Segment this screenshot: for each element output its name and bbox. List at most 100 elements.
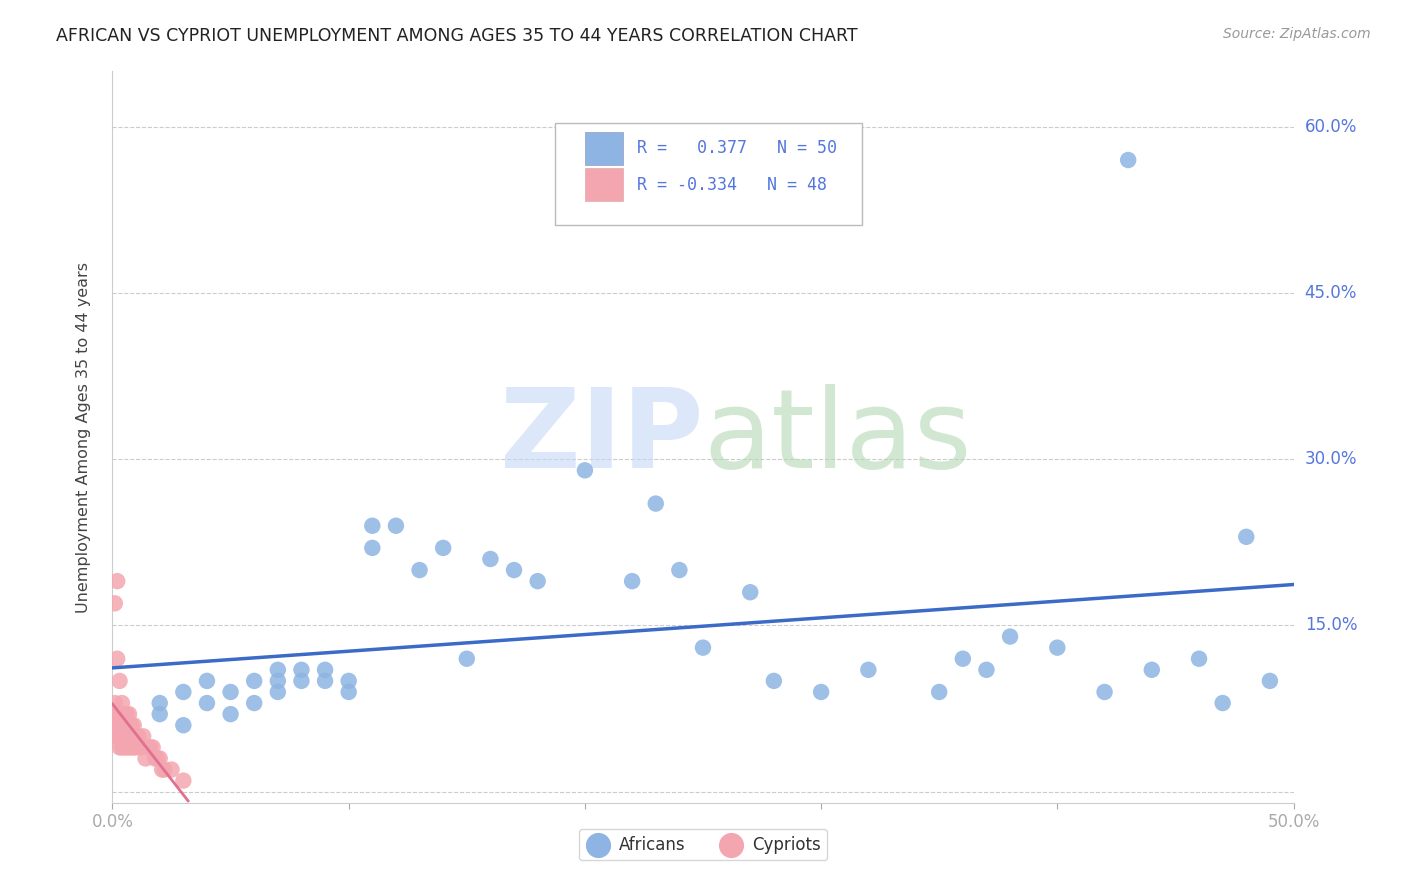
Point xyxy=(1258,673,1281,688)
Point xyxy=(111,729,134,743)
Point xyxy=(115,707,138,722)
Point xyxy=(105,651,128,665)
Text: AFRICAN VS CYPRIOT UNEMPLOYMENT AMONG AGES 35 TO 44 YEARS CORRELATION CHART: AFRICAN VS CYPRIOT UNEMPLOYMENT AMONG AG… xyxy=(56,27,858,45)
Point xyxy=(108,707,131,722)
Point xyxy=(105,574,128,589)
Point xyxy=(337,673,360,688)
Point xyxy=(112,718,135,732)
Point xyxy=(762,673,785,688)
Point xyxy=(172,718,194,732)
Point xyxy=(112,740,135,755)
Legend: Africans, Cypriots: Africans, Cypriots xyxy=(579,829,827,860)
Text: atlas: atlas xyxy=(703,384,972,491)
FancyBboxPatch shape xyxy=(585,169,623,202)
Point xyxy=(150,763,173,777)
Point xyxy=(1046,640,1069,655)
Point xyxy=(740,585,762,599)
Point xyxy=(101,718,124,732)
Text: 15.0%: 15.0% xyxy=(1305,616,1357,634)
Text: R =   0.377   N = 50: R = 0.377 N = 50 xyxy=(637,139,837,157)
Point xyxy=(111,696,134,710)
Point xyxy=(219,685,242,699)
Point xyxy=(976,663,998,677)
Point xyxy=(195,696,218,710)
Point xyxy=(621,574,644,589)
Point xyxy=(120,740,142,755)
Point xyxy=(118,707,141,722)
Point xyxy=(1188,651,1211,665)
Point xyxy=(195,673,218,688)
Text: R = -0.334   N = 48: R = -0.334 N = 48 xyxy=(637,176,827,194)
Point xyxy=(149,707,172,722)
Point xyxy=(668,563,690,577)
Point xyxy=(1212,696,1234,710)
Point xyxy=(115,740,138,755)
Point xyxy=(108,740,131,755)
Point xyxy=(125,740,148,755)
Point xyxy=(290,673,312,688)
Point xyxy=(385,518,408,533)
Y-axis label: Unemployment Among Ages 35 to 44 years: Unemployment Among Ages 35 to 44 years xyxy=(76,261,91,613)
Point xyxy=(104,596,127,610)
Point xyxy=(267,663,290,677)
Point xyxy=(111,740,134,755)
Point xyxy=(104,696,127,710)
Point xyxy=(314,673,336,688)
Point xyxy=(574,463,596,477)
FancyBboxPatch shape xyxy=(585,132,623,165)
Point xyxy=(104,718,127,732)
Point xyxy=(243,673,266,688)
Point xyxy=(139,740,162,755)
Point xyxy=(108,729,131,743)
Point xyxy=(132,729,155,743)
Point xyxy=(1116,153,1139,167)
Point xyxy=(810,685,832,699)
Point xyxy=(456,651,478,665)
Point xyxy=(146,751,169,765)
Text: 30.0%: 30.0% xyxy=(1305,450,1357,468)
Point xyxy=(267,673,290,688)
Point xyxy=(125,729,148,743)
Point xyxy=(479,552,502,566)
Point xyxy=(998,630,1021,644)
Point xyxy=(129,740,152,755)
Point xyxy=(118,740,141,755)
Text: 60.0%: 60.0% xyxy=(1305,118,1357,136)
Point xyxy=(115,729,138,743)
Point xyxy=(112,707,135,722)
Point xyxy=(112,729,135,743)
Point xyxy=(120,729,142,743)
Point xyxy=(136,740,159,755)
Text: 45.0%: 45.0% xyxy=(1305,284,1357,302)
Point xyxy=(104,729,127,743)
Point xyxy=(135,751,157,765)
Point xyxy=(314,663,336,677)
Point xyxy=(118,729,141,743)
Point xyxy=(1140,663,1163,677)
Point xyxy=(503,563,526,577)
FancyBboxPatch shape xyxy=(555,122,862,225)
Point xyxy=(644,497,666,511)
Point xyxy=(172,773,194,788)
Point xyxy=(122,740,145,755)
Point xyxy=(122,718,145,732)
Point xyxy=(1234,530,1257,544)
Point xyxy=(361,541,384,555)
Point xyxy=(290,663,312,677)
Point xyxy=(108,673,131,688)
Point xyxy=(337,685,360,699)
Text: Source: ZipAtlas.com: Source: ZipAtlas.com xyxy=(1223,27,1371,41)
Point xyxy=(243,696,266,710)
Point xyxy=(219,707,242,722)
Point xyxy=(858,663,880,677)
Text: ZIP: ZIP xyxy=(499,384,703,491)
Point xyxy=(172,685,194,699)
Point xyxy=(120,718,142,732)
Point xyxy=(160,763,183,777)
Point xyxy=(526,574,548,589)
Point xyxy=(127,729,149,743)
Point xyxy=(692,640,714,655)
Point xyxy=(149,751,172,765)
Point xyxy=(111,718,134,732)
Point xyxy=(361,518,384,533)
